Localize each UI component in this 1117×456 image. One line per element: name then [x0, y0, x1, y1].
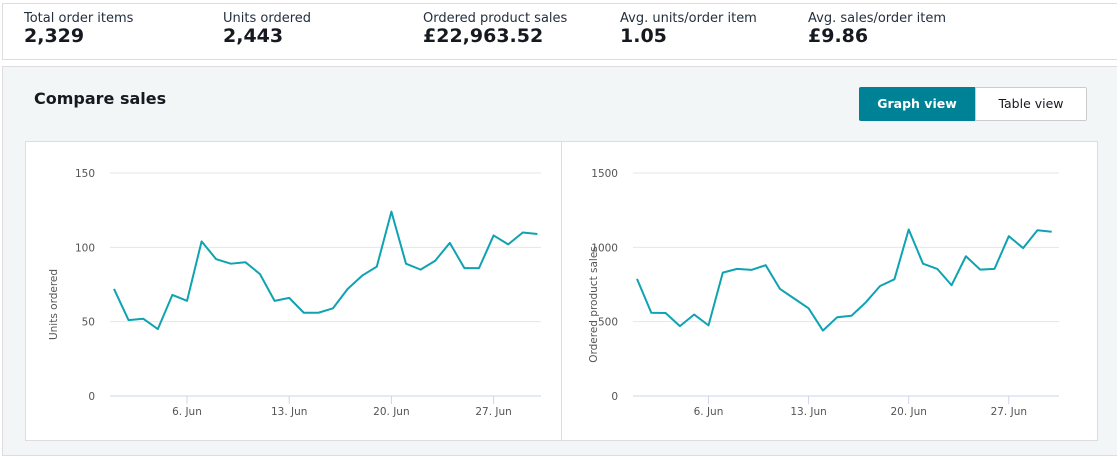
- y-tick-label: 0: [611, 391, 618, 403]
- units-ordered-chart: 0 50 100 150 Units ordered 6. Jun 13. Jun 20. J…: [26, 142, 561, 440]
- y-axis-label: Units ordered: [48, 269, 60, 340]
- x-tick-label: 20. Jun: [890, 406, 926, 418]
- series-line: [114, 212, 537, 329]
- compare-sales-section: Compare sales Graph view Table view 0 50 1…: [2, 66, 1117, 456]
- metric-units-ordered: Units ordered 2,443: [223, 11, 311, 47]
- y-tick-label: 100: [75, 242, 95, 254]
- x-tick-label: 6. Jun: [172, 406, 202, 418]
- y-tick-label: 150: [75, 168, 95, 180]
- x-tick-label: 6. Jun: [694, 406, 724, 418]
- charts-panel: 0 50 100 150 Units ordered 6. Jun 13. Jun 20. J…: [25, 141, 1098, 441]
- y-tick-label: 500: [598, 317, 618, 329]
- metric-total-order-items: Total order items 2,329: [24, 11, 133, 47]
- metric-value: 1.05: [620, 25, 757, 47]
- x-tick-label: 13. Jun: [790, 406, 826, 418]
- y-tick-label: 50: [82, 317, 95, 329]
- table-view-button[interactable]: Table view: [975, 87, 1087, 121]
- metric-ordered-product-sales: Ordered product sales £22,963.52: [423, 11, 567, 47]
- metric-value: 2,329: [24, 25, 133, 47]
- metric-label: Units ordered: [223, 11, 311, 26]
- metric-avg-sales: Avg. sales/order item £9.86: [808, 11, 946, 47]
- x-tick-label: 27. Jun: [475, 406, 511, 418]
- metric-value: £22,963.52: [423, 25, 567, 47]
- graph-view-button[interactable]: Graph view: [859, 87, 975, 121]
- metric-avg-units: Avg. units/order item 1.05: [620, 11, 757, 47]
- x-tick-label: 20. Jun: [373, 406, 409, 418]
- metric-value: 2,443: [223, 25, 311, 47]
- view-toggle: Graph view Table view: [859, 87, 1087, 121]
- metrics-bar: Total order items 2,329 Units ordered 2,…: [2, 3, 1117, 60]
- x-tick-label: 13. Jun: [271, 406, 307, 418]
- metric-label: Avg. units/order item: [620, 11, 757, 26]
- y-tick-label: 0: [88, 391, 95, 403]
- section-title: Compare sales: [34, 89, 166, 108]
- metric-label: Total order items: [24, 11, 133, 26]
- metric-label: Ordered product sales: [423, 11, 567, 26]
- y-axis-label: Ordered product sales: [588, 246, 600, 363]
- metric-label: Avg. sales/order item: [808, 11, 946, 26]
- x-tick-label: 27. Jun: [991, 406, 1027, 418]
- y-tick-label: 1500: [591, 168, 618, 180]
- metric-value: £9.86: [808, 25, 946, 47]
- series-line: [637, 229, 1052, 330]
